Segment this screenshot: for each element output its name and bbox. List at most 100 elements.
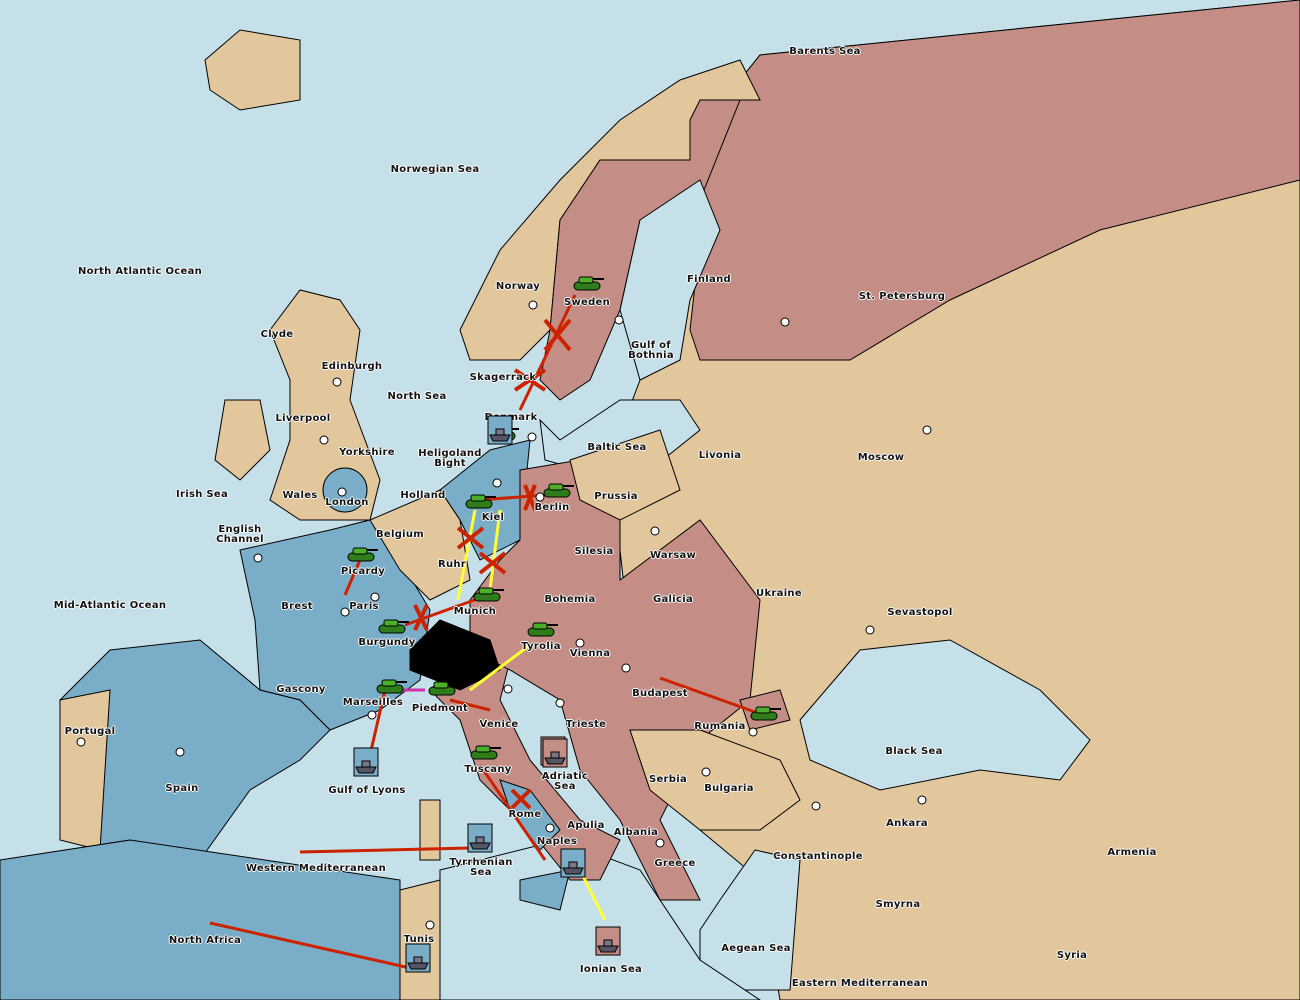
region-label[interactable]: Moscow bbox=[857, 452, 905, 463]
region-label[interactable]: Budapest bbox=[632, 688, 688, 699]
region-label[interactable]: Trieste bbox=[565, 719, 607, 730]
region-label[interactable]: London bbox=[325, 497, 369, 508]
region-label[interactable]: Marseilles bbox=[342, 697, 404, 708]
region-label[interactable]: Tyrolia bbox=[521, 641, 561, 652]
region-label[interactable]: St. Petersburg bbox=[858, 291, 946, 302]
region-label[interactable]: Heligoland Bight bbox=[418, 448, 482, 469]
army-unit-icon[interactable] bbox=[748, 704, 782, 726]
region-label[interactable]: Eastern Mediterranean bbox=[791, 978, 929, 989]
region-label[interactable]: Warsaw bbox=[649, 550, 697, 561]
army-unit-icon[interactable] bbox=[541, 481, 575, 503]
region-label[interactable]: Naples bbox=[536, 836, 578, 847]
region-label[interactable]: Portugal bbox=[64, 726, 116, 737]
army-unit-icon[interactable] bbox=[463, 492, 497, 514]
region-label[interactable]: Silesia bbox=[574, 546, 614, 557]
region-label[interactable]: Livonia bbox=[698, 450, 742, 461]
region-label[interactable]: Ruhr bbox=[437, 559, 467, 570]
region-label[interactable]: Gascony bbox=[276, 684, 326, 695]
region-label[interactable]: Sevastopol bbox=[887, 607, 953, 618]
region-label[interactable]: Skagerrack bbox=[469, 372, 537, 383]
region-label[interactable]: Armenia bbox=[1107, 847, 1157, 858]
fleet-unit-icon[interactable] bbox=[560, 848, 586, 882]
region-label[interactable]: Western Mediterranean bbox=[245, 863, 387, 874]
region-label[interactable]: Rumania bbox=[694, 721, 746, 732]
fleet-unit-icon[interactable] bbox=[542, 738, 568, 772]
army-unit-icon[interactable] bbox=[426, 679, 460, 701]
region-label[interactable]: Irish Sea bbox=[175, 489, 229, 500]
region-label[interactable]: North Atlantic Ocean bbox=[77, 266, 203, 277]
region-label[interactable]: Ukraine bbox=[756, 588, 802, 599]
region-label[interactable]: Berlin bbox=[534, 502, 570, 513]
region-label[interactable]: Smyrna bbox=[875, 899, 921, 910]
region-label[interactable]: Tuscany bbox=[464, 764, 512, 775]
region-label[interactable]: Bulgaria bbox=[704, 783, 754, 794]
order-move bbox=[479, 493, 546, 502]
supply-center-icon bbox=[528, 300, 538, 310]
region-label[interactable]: Finland bbox=[687, 274, 731, 285]
army-unit-icon[interactable] bbox=[376, 617, 410, 639]
army-unit-icon[interactable] bbox=[525, 620, 559, 642]
order-arrows bbox=[209, 294, 756, 970]
region-label[interactable]: Albania bbox=[613, 827, 659, 838]
region-label[interactable]: Serbia bbox=[648, 774, 688, 785]
region-label[interactable]: Syria bbox=[1056, 950, 1088, 961]
region-label[interactable]: Brest bbox=[281, 601, 313, 612]
region-label[interactable]: Baltic Sea bbox=[587, 442, 647, 453]
region-label[interactable]: Belgium bbox=[375, 529, 425, 540]
fleet-unit-icon[interactable] bbox=[467, 823, 493, 857]
army-unit-icon[interactable] bbox=[468, 743, 502, 765]
region-label[interactable]: Venice bbox=[479, 719, 519, 730]
region-label[interactable]: Piedmont bbox=[411, 703, 469, 714]
region-label[interactable]: Edinburgh bbox=[321, 361, 383, 372]
region-label[interactable]: Yorkshire bbox=[339, 447, 395, 458]
region-label[interactable]: Greece bbox=[654, 858, 696, 869]
region-label[interactable]: Picardy bbox=[340, 566, 386, 577]
region-label[interactable]: Constantinople bbox=[773, 851, 863, 862]
region-label[interactable]: Mid-Atlantic Ocean bbox=[53, 600, 167, 611]
region-label[interactable]: Ionian Sea bbox=[579, 964, 643, 975]
region-label[interactable]: Tunis bbox=[403, 934, 435, 945]
region-label[interactable]: Bohemia bbox=[544, 594, 596, 605]
army-unit-icon[interactable] bbox=[571, 274, 605, 296]
region-label[interactable]: Aegean Sea bbox=[721, 943, 791, 954]
region-label[interactable]: Barents Sea bbox=[789, 46, 861, 57]
region-label[interactable]: Munich bbox=[453, 606, 497, 617]
region-label[interactable]: Spain bbox=[165, 783, 199, 794]
region-label[interactable]: Black Sea bbox=[885, 746, 943, 757]
region-label[interactable]: Liverpool bbox=[275, 413, 331, 424]
army-unit-icon[interactable] bbox=[471, 585, 505, 607]
fleet-unit-icon[interactable] bbox=[487, 415, 513, 449]
region-label[interactable]: Galicia bbox=[652, 594, 694, 605]
region-label[interactable]: English Channel bbox=[216, 524, 264, 545]
region-label[interactable]: Tyrrhenian Sea bbox=[449, 857, 513, 878]
region-sicily bbox=[519, 869, 571, 911]
army-unit-icon[interactable] bbox=[345, 545, 379, 567]
region-label[interactable]: Adriatic Sea bbox=[541, 771, 589, 792]
region-label[interactable]: Gulf of Lyons bbox=[328, 785, 406, 796]
region-label[interactable]: Holland bbox=[400, 490, 446, 501]
region-label[interactable]: Paris bbox=[349, 601, 379, 612]
army-unit-icon[interactable] bbox=[374, 677, 408, 699]
fleet-unit-icon[interactable] bbox=[353, 747, 379, 781]
region-label[interactable]: Rome bbox=[508, 809, 542, 820]
supply-center-icon bbox=[614, 315, 624, 325]
region-label[interactable]: Prussia bbox=[594, 491, 638, 502]
region-prussia bbox=[569, 429, 681, 521]
region-label[interactable]: North Africa bbox=[168, 935, 242, 946]
region-label[interactable]: Sweden bbox=[563, 297, 611, 308]
region-label[interactable]: Kiel bbox=[481, 512, 505, 523]
region-label[interactable]: Burgundy bbox=[358, 637, 416, 648]
region-label[interactable]: Gulf of Bothnia bbox=[628, 340, 674, 361]
order-move bbox=[518, 294, 577, 411]
region-label[interactable]: Apulia bbox=[567, 820, 605, 831]
region-label[interactable]: Vienna bbox=[569, 648, 611, 659]
region-label[interactable]: Clyde bbox=[260, 329, 294, 340]
fleet-unit-icon[interactable] bbox=[405, 943, 431, 977]
region-label[interactable]: Norway bbox=[495, 281, 541, 292]
region-label[interactable]: Wales bbox=[282, 490, 318, 501]
region-label[interactable]: North Sea bbox=[387, 391, 447, 402]
region-label[interactable]: Norwegian Sea bbox=[390, 164, 480, 175]
fleet-unit-icon[interactable] bbox=[595, 926, 621, 960]
region-label[interactable]: Ankara bbox=[886, 818, 928, 829]
